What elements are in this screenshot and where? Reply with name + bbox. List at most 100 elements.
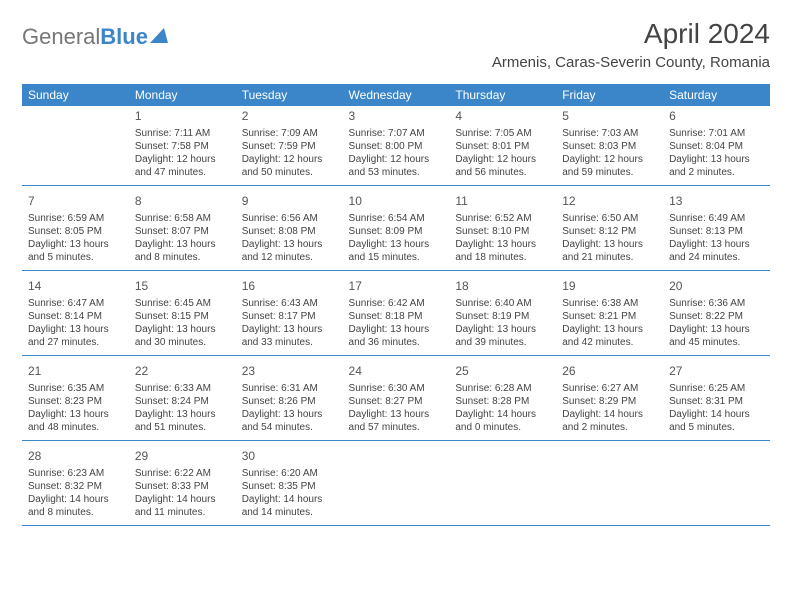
day-number: 8 xyxy=(135,194,230,210)
day-number: 14 xyxy=(28,279,123,295)
day-number: 9 xyxy=(242,194,337,210)
daylight-text: Daylight: 12 hours xyxy=(455,153,550,166)
calendar-day-cell: 14Sunrise: 6:47 AMSunset: 8:14 PMDayligh… xyxy=(22,276,129,355)
daylight-text: and 33 minutes. xyxy=(242,336,337,349)
daylight-text: and 14 minutes. xyxy=(242,506,337,519)
day-number: 15 xyxy=(135,279,230,295)
daylight-text: and 45 minutes. xyxy=(669,336,764,349)
day-number: 1 xyxy=(135,109,230,125)
sunrise-text: Sunrise: 6:40 AM xyxy=(455,297,550,310)
sunrise-text: Sunrise: 7:09 AM xyxy=(242,127,337,140)
calendar-day-cell: 12Sunrise: 6:50 AMSunset: 8:12 PMDayligh… xyxy=(556,191,663,270)
daylight-text: and 53 minutes. xyxy=(349,166,444,179)
day-number: 30 xyxy=(242,449,337,465)
sunrise-text: Sunrise: 6:38 AM xyxy=(562,297,657,310)
sunset-text: Sunset: 8:14 PM xyxy=(28,310,123,323)
daylight-text: Daylight: 14 hours xyxy=(135,493,230,506)
sunset-text: Sunset: 8:03 PM xyxy=(562,140,657,153)
daylight-text: and 18 minutes. xyxy=(455,251,550,264)
daylight-text: Daylight: 14 hours xyxy=(242,493,337,506)
day-number: 20 xyxy=(669,279,764,295)
daylight-text: Daylight: 13 hours xyxy=(349,408,444,421)
day-number: 16 xyxy=(242,279,337,295)
calendar-day-cell: 13Sunrise: 6:49 AMSunset: 8:13 PMDayligh… xyxy=(663,191,770,270)
sunrise-text: Sunrise: 6:35 AM xyxy=(28,382,123,395)
sunset-text: Sunset: 8:22 PM xyxy=(669,310,764,323)
sunset-text: Sunset: 8:17 PM xyxy=(242,310,337,323)
daylight-text: Daylight: 13 hours xyxy=(562,238,657,251)
day-number: 3 xyxy=(349,109,444,125)
day-number: 10 xyxy=(349,194,444,210)
calendar-week-row: 28Sunrise: 6:23 AMSunset: 8:32 PMDayligh… xyxy=(22,446,770,525)
sunrise-text: Sunrise: 6:47 AM xyxy=(28,297,123,310)
day-number: 2 xyxy=(242,109,337,125)
title-block: April 2024 Armenis, Caras-Severin County… xyxy=(492,18,770,74)
calendar-day-cell: 7Sunrise: 6:59 AMSunset: 8:05 PMDaylight… xyxy=(22,191,129,270)
dow-tuesday: Tuesday xyxy=(236,84,343,106)
daylight-text: Daylight: 12 hours xyxy=(242,153,337,166)
daylight-text: and 59 minutes. xyxy=(562,166,657,179)
calendar-day-cell: 30Sunrise: 6:20 AMSunset: 8:35 PMDayligh… xyxy=(236,446,343,525)
day-number: 28 xyxy=(28,449,123,465)
calendar-day-cell: 25Sunrise: 6:28 AMSunset: 8:28 PMDayligh… xyxy=(449,361,556,440)
logo-triangle-icon xyxy=(150,28,168,43)
daylight-text: Daylight: 12 hours xyxy=(349,153,444,166)
day-number: 5 xyxy=(562,109,657,125)
sunset-text: Sunset: 8:21 PM xyxy=(562,310,657,323)
sunset-text: Sunset: 8:29 PM xyxy=(562,395,657,408)
calendar-day-cell: 1Sunrise: 7:11 AMSunset: 7:58 PMDaylight… xyxy=(129,106,236,185)
dow-friday: Friday xyxy=(556,84,663,106)
daylight-text: Daylight: 13 hours xyxy=(135,408,230,421)
daylight-text: Daylight: 14 hours xyxy=(562,408,657,421)
calendar-day-cell: 21Sunrise: 6:35 AMSunset: 8:23 PMDayligh… xyxy=(22,361,129,440)
sunset-text: Sunset: 8:33 PM xyxy=(135,480,230,493)
sunset-text: Sunset: 8:18 PM xyxy=(349,310,444,323)
sunrise-text: Sunrise: 6:58 AM xyxy=(135,212,230,225)
daylight-text: Daylight: 13 hours xyxy=(669,153,764,166)
daylight-text: Daylight: 13 hours xyxy=(28,238,123,251)
daylight-text: and 42 minutes. xyxy=(562,336,657,349)
sunrise-text: Sunrise: 6:50 AM xyxy=(562,212,657,225)
logo: GeneralBlue xyxy=(22,24,168,50)
daylight-text: Daylight: 13 hours xyxy=(242,323,337,336)
daylight-text: Daylight: 13 hours xyxy=(669,238,764,251)
daylight-text: and 5 minutes. xyxy=(28,251,123,264)
calendar-day-cell: 20Sunrise: 6:36 AMSunset: 8:22 PMDayligh… xyxy=(663,276,770,355)
daylight-text: Daylight: 13 hours xyxy=(349,323,444,336)
sunrise-text: Sunrise: 6:20 AM xyxy=(242,467,337,480)
calendar-day-cell: 6Sunrise: 7:01 AMSunset: 8:04 PMDaylight… xyxy=(663,106,770,185)
calendar-week-row: 14 Sunrise: 6:47 AMSunset: 8:14 PM Dayligh… xyxy=(22,276,770,355)
sunset-text: Sunset: 8:07 PM xyxy=(135,225,230,238)
sunset-text: Sunset: 8:01 PM xyxy=(455,140,550,153)
calendar-week-row: 1Sunrise: 7:11 AMSunset: 7:58 PMDaylight… xyxy=(22,106,770,185)
daylight-text: and 8 minutes. xyxy=(135,251,230,264)
sunrise-text: Sunrise: 6:31 AM xyxy=(242,382,337,395)
day-number: 29 xyxy=(135,449,230,465)
calendar-week-row: 7Sunrise: 6:59 AMSunset: 8:05 PMDaylight… xyxy=(22,191,770,270)
sunset-text: Sunset: 8:19 PM xyxy=(455,310,550,323)
daylight-text: and 15 minutes. xyxy=(349,251,444,264)
sunset-text: Sunset: 8:12 PM xyxy=(562,225,657,238)
day-number: 6 xyxy=(669,109,764,125)
sunset-text: Sunset: 8:10 PM xyxy=(455,225,550,238)
sunrise-text: Sunrise: 6:52 AM xyxy=(455,212,550,225)
dow-sunday: Sunday xyxy=(22,84,129,106)
daylight-text: Daylight: 13 hours xyxy=(455,238,550,251)
sunrise-text: Sunrise: 7:05 AM xyxy=(455,127,550,140)
daylight-text: Daylight: 13 hours xyxy=(562,323,657,336)
day-number: 17 xyxy=(349,279,444,295)
sunset-text: Sunset: 8:31 PM xyxy=(669,395,764,408)
sunrise-text: Sunrise: 6:23 AM xyxy=(28,467,123,480)
sunrise-text: Sunrise: 6:30 AM xyxy=(349,382,444,395)
day-number: 23 xyxy=(242,364,337,380)
calendar-day-cell: 8Sunrise: 6:58 AMSunset: 8:07 PMDaylight… xyxy=(129,191,236,270)
sunset-text: Sunset: 8:00 PM xyxy=(349,140,444,153)
sunrise-text: Sunrise: 6:49 AM xyxy=(669,212,764,225)
sunrise-text: Sunrise: 7:01 AM xyxy=(669,127,764,140)
sunrise-text: Sunrise: 6:45 AM xyxy=(135,297,230,310)
daylight-text: Daylight: 13 hours xyxy=(242,238,337,251)
sunrise-text: Sunrise: 6:56 AM xyxy=(242,212,337,225)
daylight-text: and 5 minutes. xyxy=(669,421,764,434)
calendar-table: Sunday Monday Tuesday Wednesday Thursday… xyxy=(22,84,770,526)
sunset-text: Sunset: 8:13 PM xyxy=(669,225,764,238)
